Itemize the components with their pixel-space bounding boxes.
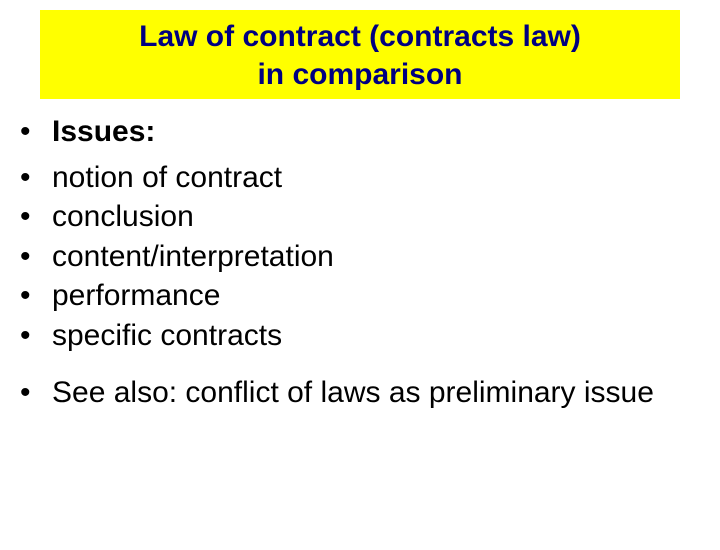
list-item: • performance (20, 277, 700, 315)
list-item-text: notion of contract (52, 159, 282, 197)
list-item-text: performance (52, 277, 220, 315)
list-item: • notion of contract (20, 159, 700, 197)
list-item: • content/interpretation (20, 238, 700, 276)
list-item-text: conclusion (52, 198, 194, 236)
list-item-text: specific contracts (52, 317, 282, 355)
list-item: • specific contracts (20, 317, 700, 355)
bullet-icon: • (20, 317, 52, 355)
list-item-text: content/interpretation (52, 238, 334, 276)
heading-text: Issues: (52, 113, 155, 151)
bullet-icon: • (20, 374, 52, 412)
bullet-icon: • (20, 113, 52, 151)
footer-row: • See also: conflict of laws as prelimin… (20, 374, 700, 412)
title-line-1: Law of contract (contracts law) (60, 18, 660, 56)
slide: Law of contract (contracts law) in compa… (0, 10, 720, 550)
bullet-icon: • (20, 277, 52, 315)
title-line-2: in comparison (60, 56, 660, 94)
bullet-icon: • (20, 159, 52, 197)
bullet-icon: • (20, 198, 52, 236)
bullet-icon: • (20, 238, 52, 276)
title-box: Law of contract (contracts law) in compa… (40, 10, 680, 99)
content-area: • Issues: • notion of contract • conclus… (0, 99, 720, 412)
heading-row: • Issues: (20, 113, 700, 151)
list-item: • conclusion (20, 198, 700, 236)
footer-text: See also: conflict of laws as preliminar… (52, 374, 654, 412)
